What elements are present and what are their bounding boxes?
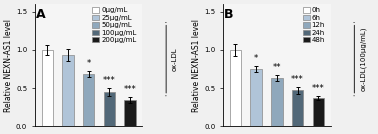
Bar (104, 92, 115, 126)
Text: ox-LDL(100μg/mL): ox-LDL(100μg/mL) (360, 27, 366, 91)
Legend: 0μg/mL, 25μg/mL, 50μg/mL, 100μg/mL, 200μg/mL: 0μg/mL, 25μg/mL, 50μg/mL, 100μg/mL, 200μ… (90, 5, 139, 45)
Legend: 0h, 6h, 12h, 24h, 48h: 0h, 6h, 12h, 24h, 48h (301, 5, 327, 45)
Text: ***: *** (291, 75, 304, 84)
Bar (42, 50, 53, 126)
Text: *: * (87, 59, 91, 68)
Bar (313, 98, 324, 126)
Text: B: B (224, 8, 234, 21)
Text: A: A (36, 8, 45, 21)
Text: ***: *** (103, 76, 116, 85)
Bar (62, 55, 74, 126)
Bar (124, 100, 136, 126)
Text: *: * (254, 54, 258, 63)
Y-axis label: Relative NEXN-AS1 level: Relative NEXN-AS1 level (192, 19, 201, 112)
Bar (83, 74, 94, 126)
Y-axis label: Relative NEXN-AS1 level: Relative NEXN-AS1 level (4, 19, 13, 112)
Bar (271, 78, 282, 126)
Text: ***: *** (124, 85, 136, 94)
Bar (230, 50, 241, 126)
Text: **: ** (273, 63, 281, 72)
Text: ***: *** (312, 84, 325, 93)
Bar (292, 90, 303, 126)
Text: ox-LDL: ox-LDL (172, 47, 178, 71)
Bar (251, 69, 262, 126)
